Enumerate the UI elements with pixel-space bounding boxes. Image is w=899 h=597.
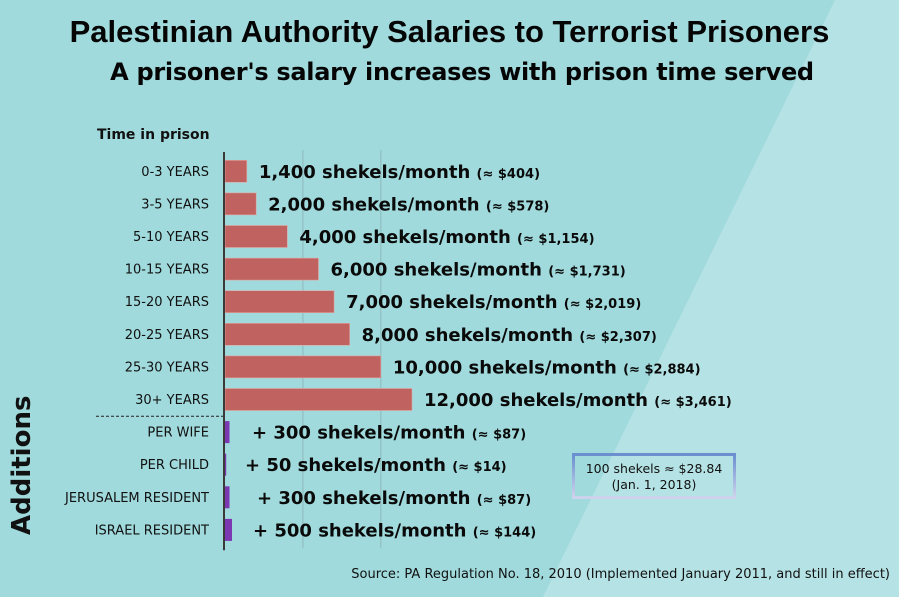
addition-category-label: PER CHILD [140,458,209,473]
usd-equivalent: (≈ $578) [486,199,549,214]
shekel-amount: 4,000 shekels/month [299,227,517,248]
salary-bar [224,355,382,379]
shekel-amount: 2,000 shekels/month [268,194,486,215]
shekel-amount: + 300 shekels/month [252,423,472,444]
bar-value-label: 12,000 shekels/month (≈ $3,461) [424,390,732,411]
salary-bar [224,160,248,183]
exchange-rate-date: (Jan. 1, 2018) [611,477,697,492]
shekel-amount: 10,000 shekels/month [393,357,623,378]
usd-equivalent: (≈ $87) [477,493,531,508]
salary-bar [224,257,319,281]
salary-bar [224,225,288,248]
bar-value-label: 8,000 shekels/month (≈ $2,307) [362,325,657,346]
usd-equivalent: (≈ $2,884) [623,362,700,377]
bar-value-label: 7,000 shekels/month (≈ $2,019) [346,292,641,313]
bar-value-label: 1,400 shekels/month (≈ $404) [259,162,540,183]
usd-equivalent: (≈ $2,307) [579,330,656,345]
category-label: 25-30 YEARS [125,360,209,375]
category-label: 30+ YEARS [135,393,209,408]
y-axis-heading: Time in prison [97,127,210,143]
usd-equivalent: (≈ $87) [472,428,526,443]
usd-equivalent: (≈ $404) [477,167,540,182]
background-light-diagonal [543,0,899,597]
salary-bar [224,388,413,411]
source-citation: Source: PA Regulation No. 18, 2010 (Impl… [351,567,890,582]
shekel-amount: + 50 shekels/month [245,455,452,476]
usd-equivalent: (≈ $3,461) [654,395,731,410]
addition-bar [225,453,227,476]
usd-equivalent: (≈ $2,019) [564,297,641,312]
usd-equivalent: (≈ $14) [452,460,506,475]
addition-value-label: + 300 shekels/month (≈ $87) [257,488,531,509]
salary-bar [224,192,257,216]
category-label: 20-25 YEARS [125,328,209,343]
bar-value-label: 6,000 shekels/month (≈ $1,731) [331,260,626,281]
shekel-amount: + 300 shekels/month [257,488,477,509]
exchange-rate-note: 100 shekels ≈ $28.84 (Jan. 1, 2018) [572,453,736,499]
shekel-amount: + 500 shekels/month [253,520,473,541]
chart-subtitle: A prisoner's salary increases with priso… [110,58,814,86]
bar-value-label: 4,000 shekels/month (≈ $1,154) [299,227,594,248]
addition-bar [225,486,230,509]
addition-value-label: + 50 shekels/month (≈ $14) [245,455,507,476]
addition-value-label: + 500 shekels/month (≈ $144) [253,520,536,541]
usd-equivalent: (≈ $144) [473,525,536,540]
shekel-amount: 8,000 shekels/month [362,325,580,346]
usd-equivalent: (≈ $1,154) [517,232,594,247]
salary-bar [224,290,335,314]
addition-bar [225,518,232,541]
addition-category-label: JERUSALEM RESIDENT [64,491,209,506]
addition-bar [225,421,230,444]
addition-category-label: PER WIFE [147,426,209,441]
usd-equivalent: (≈ $1,731) [548,265,625,280]
salary-bar [224,322,350,346]
category-label: 5-10 YEARS [133,230,209,245]
addition-value-label: + 300 shekels/month (≈ $87) [252,423,526,444]
shekel-amount: 6,000 shekels/month [331,260,549,281]
shekel-amount: 7,000 shekels/month [346,292,564,313]
category-label: 15-20 YEARS [125,295,209,310]
shekel-amount: 1,400 shekels/month [259,162,477,183]
bar-value-label: 10,000 shekels/month (≈ $2,884) [393,357,701,378]
addition-category-label: ISRAEL RESIDENT [95,523,209,538]
bar-value-label: 2,000 shekels/month (≈ $578) [268,194,549,215]
category-label: 0-3 YEARS [141,165,209,180]
category-label: 10-15 YEARS [125,263,209,278]
category-label: 3-5 YEARS [141,197,209,212]
chart-title: Palestinian Authority Salaries to Terror… [69,14,830,49]
exchange-rate-line: 100 shekels ≈ $28.84 [585,461,723,476]
shekel-amount: 12,000 shekels/month [424,390,654,411]
